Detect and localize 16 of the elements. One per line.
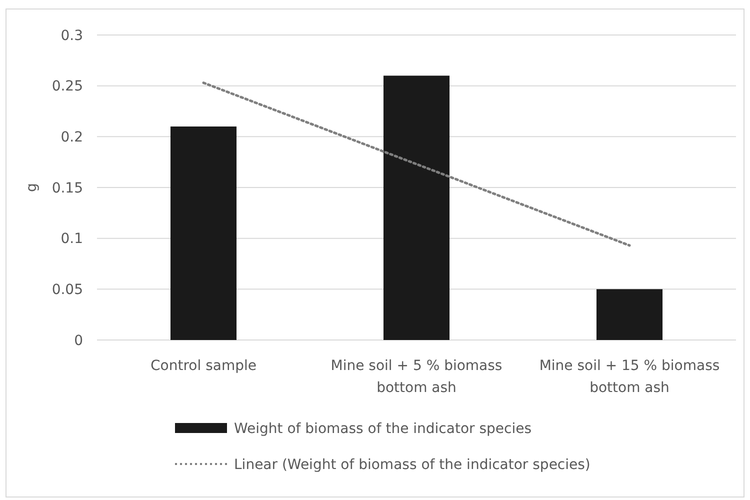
bar: [170, 126, 237, 340]
x-tick-label: Control sample: [150, 358, 256, 374]
y-tick-label: 0.3: [60, 28, 83, 44]
y-tick-label: 0: [74, 332, 83, 349]
bar: [596, 289, 663, 340]
y-tick-label: 0.05: [52, 282, 83, 298]
x-tick-label: Mine soil + 15 % biomass bottom ash: [539, 358, 720, 396]
x-tick-label: Mine soil + 5 % biomass bottom ash: [330, 358, 502, 396]
y-axis-title: g: [24, 183, 40, 192]
y-tick-label: 0.25: [52, 78, 83, 95]
legend-label: Linear (Weight of biomass of the indicator species): [234, 456, 590, 473]
y-tick-label: 0.15: [52, 180, 83, 196]
y-tick-label: 0.2: [60, 130, 83, 146]
legend-label: Weight of biomass of the indicator species: [234, 420, 532, 437]
bar: [383, 76, 450, 340]
y-tick-label: 0.1: [60, 231, 83, 248]
